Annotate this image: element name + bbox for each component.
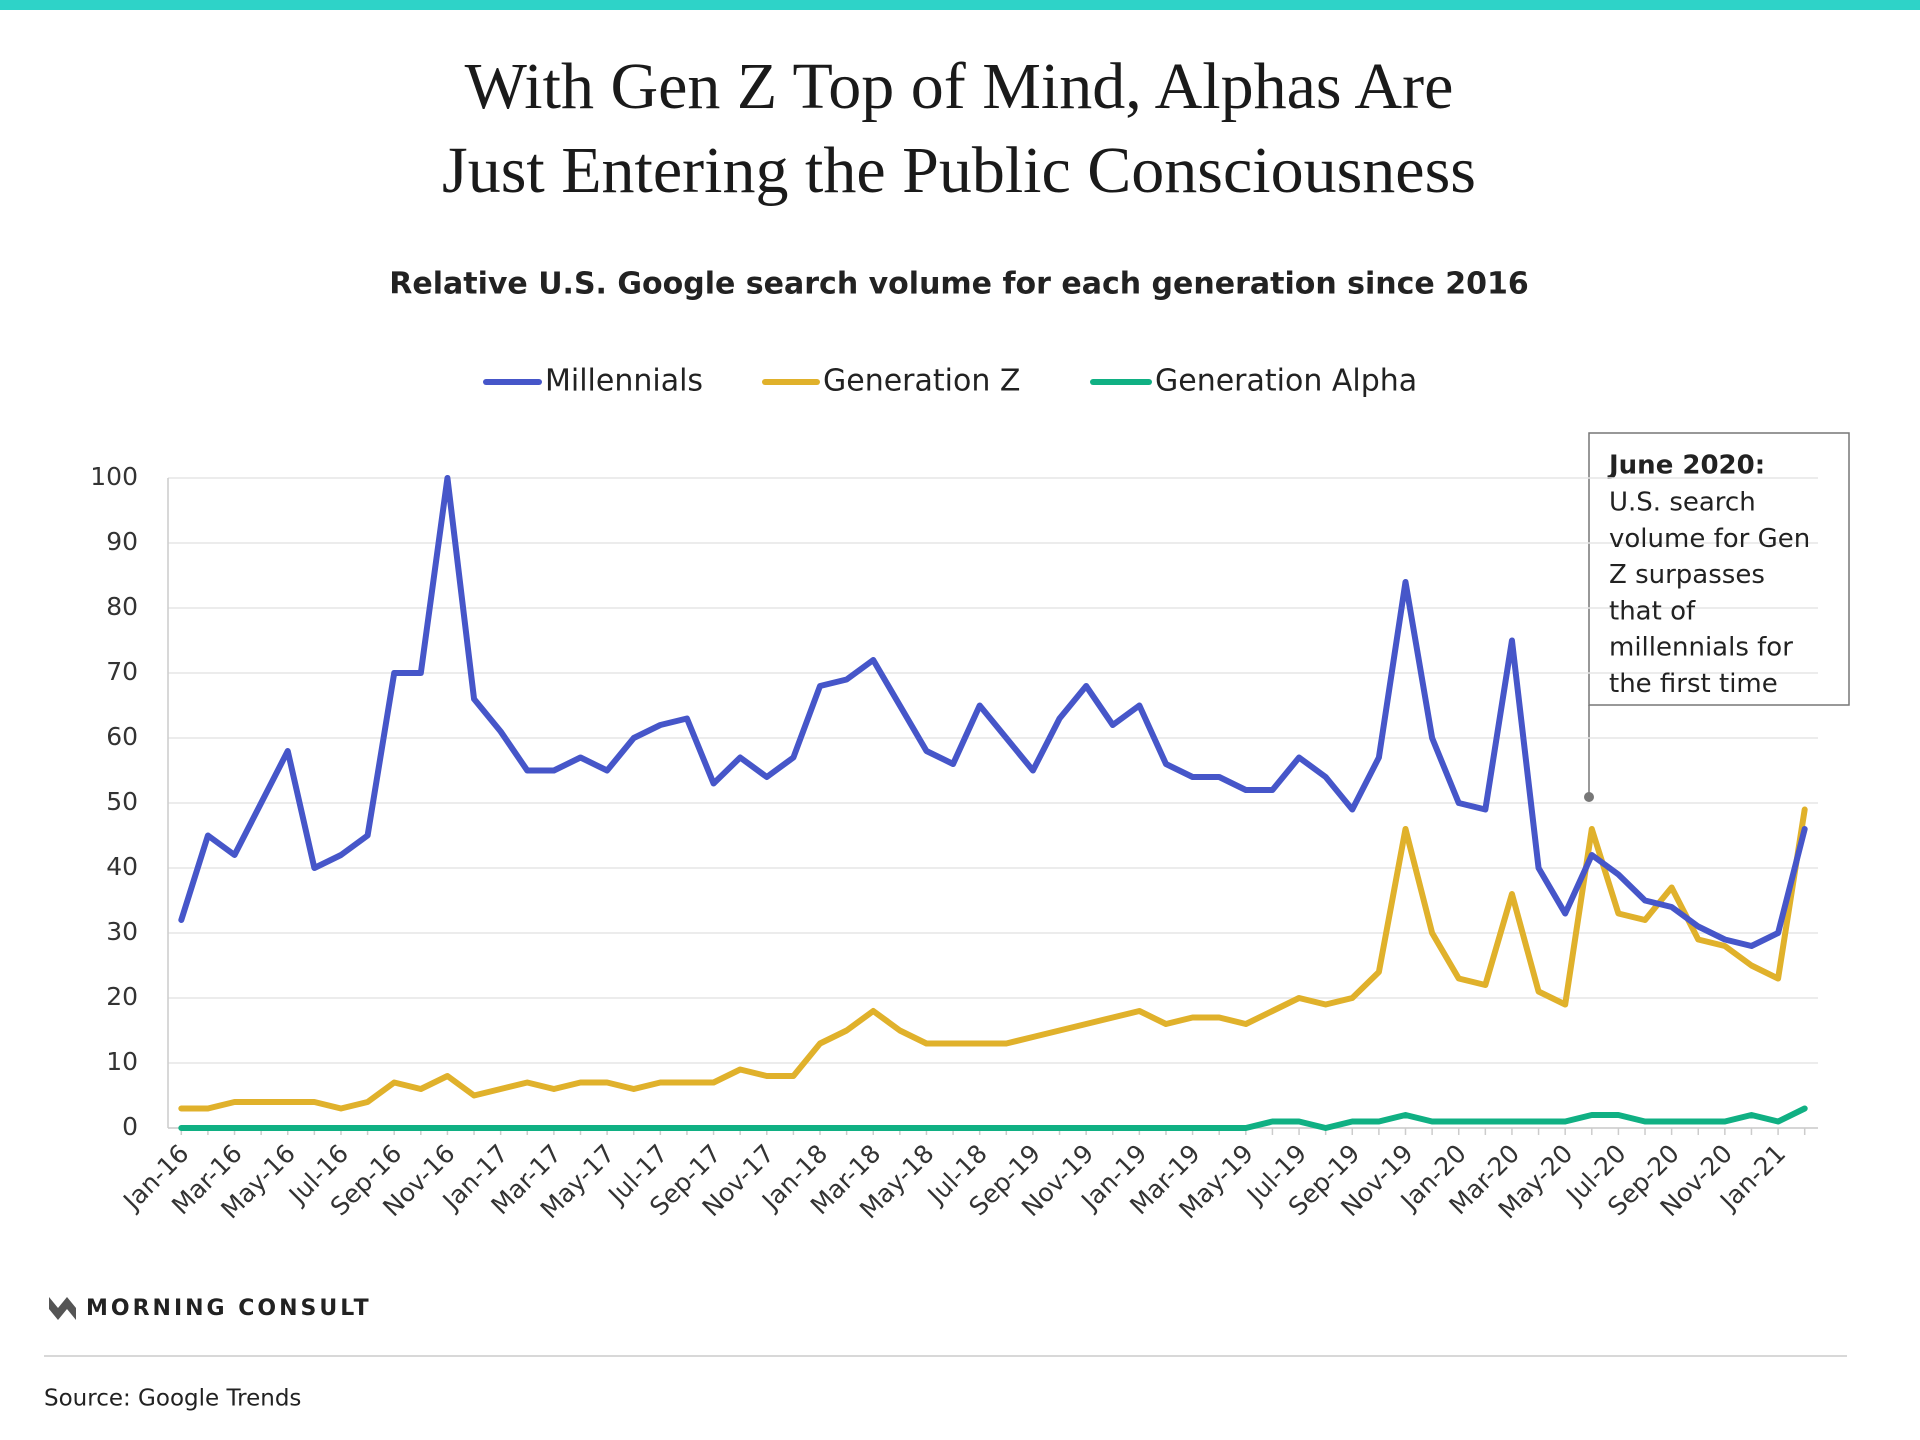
series-line [178,806,1808,1112]
annotation-text: volume for Gen [1609,524,1810,554]
subtitle: Relative U.S. Google search volume for e… [389,267,1528,302]
y-tick-label: 40 [106,852,138,881]
y-tick-label: 70 [106,657,138,686]
y-tick-label: 50 [106,787,138,816]
y-tick-label: 20 [106,982,138,1011]
y-tick-label: 10 [106,1047,138,1076]
y-tick-label: 90 [106,527,138,556]
annotation-text: the first time [1609,669,1778,699]
annotation-title: June 2020: [1607,451,1765,481]
logo-icon [49,1297,76,1320]
annotation-text: Z surpasses [1609,560,1765,590]
y-tick-label: 100 [90,462,138,491]
y-tick-label: 0 [122,1112,138,1141]
annotation-text: that of [1609,596,1696,626]
annotation-dot [1584,792,1594,802]
series-line [178,475,1808,949]
legend-label: Generation Alpha [1155,364,1417,399]
y-tick-label: 30 [106,917,138,946]
chart-title: Just Entering the Public Consciousness [442,134,1476,207]
series-line [178,1105,1808,1131]
top-bar [0,0,1920,10]
logo: MORNING CONSULT [86,1296,372,1321]
legend-label: Millennials [545,364,703,399]
chart-title: With Gen Z Top of Mind, Alphas Are [465,50,1454,123]
source: Source: Google Trends [44,1386,301,1412]
legend-label: Generation Z [823,364,1020,399]
y-tick-label: 80 [106,592,138,621]
annotation-text: U.S. search [1609,488,1756,518]
y-tick-label: 60 [106,722,138,751]
annotation-text: millennials for [1609,633,1793,663]
